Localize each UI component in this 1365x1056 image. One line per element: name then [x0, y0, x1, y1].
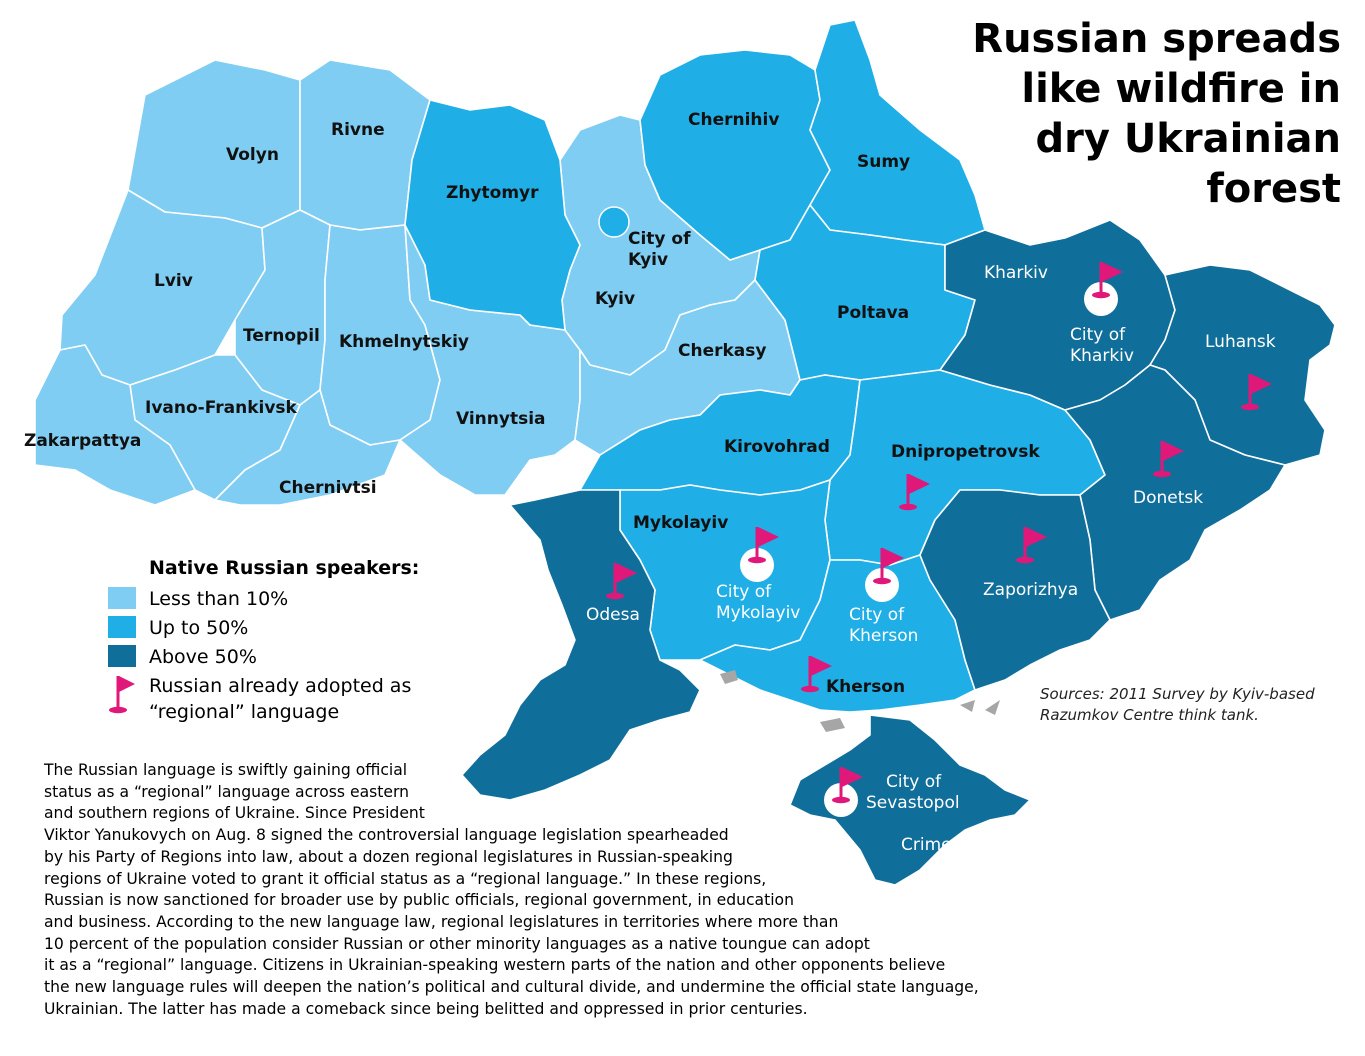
legend-swatch — [108, 587, 136, 609]
label-city-of-kyiv: City of Kyiv — [628, 229, 691, 271]
city-of-kharkiv-dot — [1084, 282, 1118, 316]
label-sumy: Sumy — [857, 152, 911, 172]
label-vinnytsia: Vinnytsia — [456, 409, 546, 429]
label-ternopil: Ternopil — [243, 326, 320, 346]
body-line: status as a “regional” language across e… — [44, 782, 409, 801]
legend-label: Less than 10% — [149, 588, 289, 610]
city-label-line: City of — [1070, 325, 1126, 345]
label-city-of-kharkiv: City of Kharkiv — [1070, 325, 1134, 367]
legend-item-regional-language: Russian already adopted as “regional” la… — [108, 673, 411, 725]
label-volyn: Volyn — [226, 145, 279, 165]
region-zaporizhya — [919, 489, 1111, 691]
legend-item-less-than-10: Less than 10% — [108, 586, 288, 612]
city-of-mykolayiv-dot — [740, 548, 774, 582]
label-city-of-mykolayiv: City of Mykolayiv — [716, 582, 800, 624]
body-line: Russian is now sanctioned for broader us… — [44, 891, 794, 910]
label-chernivtsi: Chernivtsi — [279, 478, 377, 498]
region-crimea — [789, 714, 1031, 886]
islet — [720, 670, 738, 684]
legend-label-line: Russian already adopted as — [149, 675, 412, 697]
label-zakarpattya: Zakarpattya — [24, 431, 142, 451]
city-label-line: City of — [628, 229, 691, 249]
flag-icon — [109, 676, 135, 714]
body-line: the new language rules will deepen the n… — [44, 978, 979, 997]
body-line: Viktor Yanukovych on Aug. 8 signed the c… — [44, 826, 729, 845]
label-mykolayiv: Mykolayiv — [633, 513, 729, 533]
legend-label: Russian already adopted as “regional” la… — [149, 673, 411, 725]
label-kirovohrad: Kirovohrad — [724, 437, 830, 457]
label-poltava: Poltava — [837, 303, 910, 323]
body-line: it as a “regional” language. Citizens in… — [44, 956, 946, 975]
city-label-line: Kyiv — [628, 250, 669, 270]
body-line: The Russian language is swiftly gaining … — [44, 761, 408, 779]
source-line: Sources: 2011 Survey by Kyiv-based — [1040, 685, 1315, 703]
label-cherkasy: Cherkasy — [678, 341, 767, 361]
label-kyiv: Kyiv — [595, 289, 636, 309]
title-line: forest — [1206, 166, 1341, 212]
label-ivano-frankivsk: Ivano-Frankivsk — [145, 398, 297, 418]
city-label-line: Mykolayiv — [716, 603, 801, 623]
legend-swatch — [108, 645, 136, 667]
label-kherson: Kherson — [826, 677, 906, 697]
legend-swatch — [108, 616, 136, 638]
body-paragraph: The Russian language is swiftly gaining … — [44, 760, 1024, 1020]
legend-label: Up to 50% — [149, 617, 249, 639]
label-lviv: Lviv — [154, 271, 193, 291]
legend-item-above-50: Above 50% — [108, 644, 257, 670]
city-of-kyiv-dot — [598, 206, 630, 238]
label-kharkiv: Kharkiv — [984, 263, 1048, 283]
source-line: Razumkov Centre think tank. — [1040, 706, 1259, 724]
city-label-line: City of — [886, 772, 942, 792]
label-city-of-sevastopol: City of Sevastopol — [866, 772, 960, 814]
title-line: like wildfire in — [1021, 66, 1341, 112]
city-label-line: Kharkiv — [1070, 346, 1134, 366]
region-zhytomyr — [404, 99, 581, 331]
title-line: Russian spreads — [972, 16, 1341, 62]
body-line: regions of Ukraine voted to grant it off… — [44, 869, 767, 888]
body-line: and business. According to the new langu… — [44, 912, 839, 931]
islet — [985, 700, 1000, 715]
city-label-line: City of — [849, 605, 905, 625]
legend-item-up-to-50: Up to 50% — [108, 615, 248, 641]
label-city-of-kherson: City of Kherson — [849, 605, 918, 647]
body-line: 10 percent of the population consider Ru… — [44, 934, 870, 953]
label-donetsk: Donetsk — [1133, 488, 1204, 508]
city-label-line: Kherson — [849, 626, 919, 646]
legend-label: Above 50% — [149, 646, 257, 668]
islet — [820, 718, 845, 732]
body-line: Ukrainian. The latter has made a comebac… — [44, 999, 808, 1018]
islet — [960, 700, 975, 712]
region-zakarpattya — [34, 344, 196, 506]
city-label-line: City of — [716, 582, 772, 602]
label-chernihiv: Chernihiv — [688, 110, 780, 130]
label-dnipropetrovsk: Dnipropetrovsk — [891, 442, 1040, 462]
legend-label-line: “regional” language — [149, 701, 340, 723]
body-line: by his Party of Regions into law, about … — [44, 847, 733, 866]
label-odesa: Odesa — [586, 605, 640, 625]
region-chernivtsi — [214, 389, 401, 506]
legend-title: Native Russian speakers: — [149, 557, 420, 579]
label-khmelnytskiy: Khmelnytskiy — [339, 332, 469, 352]
city-label-line: Sevastopol — [866, 793, 960, 813]
body-line: and southern regions of Ukraine. Since P… — [44, 804, 425, 823]
label-zaporizhya: Zaporizhya — [983, 580, 1079, 600]
label-crimea: Crimea — [901, 835, 963, 855]
label-rivne: Rivne — [331, 120, 385, 140]
label-zhytomyr: Zhytomyr — [446, 183, 539, 203]
title-line: dry Ukrainian — [1035, 116, 1341, 162]
map-title: Russian spreads like wildfire in dry Ukr… — [921, 14, 1341, 214]
label-luhansk: Luhansk — [1205, 332, 1276, 352]
source-note: Sources: 2011 Survey by Kyiv-based Razum… — [1040, 684, 1340, 726]
region-odesa — [461, 489, 701, 801]
city-of-kherson-dot — [865, 568, 899, 602]
